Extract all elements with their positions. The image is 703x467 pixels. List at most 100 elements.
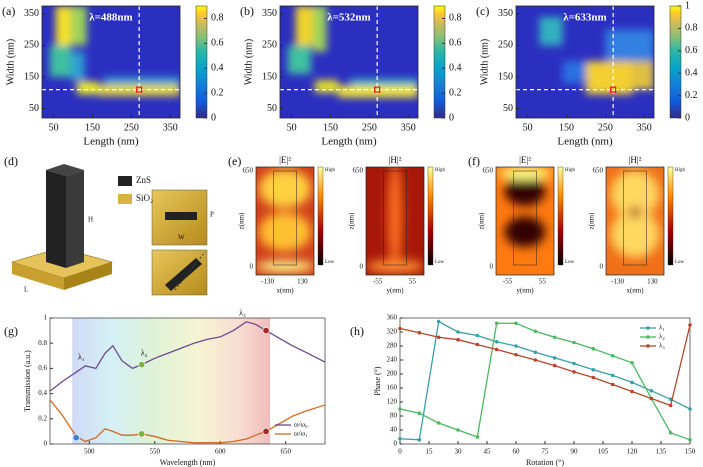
- data-point: [552, 363, 557, 368]
- x-tick-label: 135: [656, 448, 667, 456]
- map-title: |H|²: [629, 155, 642, 165]
- legend-marker: [646, 335, 650, 339]
- colorbar-tick-label: 0.6: [685, 45, 698, 56]
- y-tick-label: 1: [44, 314, 48, 322]
- data-point: [475, 435, 480, 439]
- heatmap-cell: [314, 80, 339, 93]
- heatmap-cell: [585, 61, 633, 95]
- colorbar-tick-label: 0: [211, 112, 216, 123]
- x-axis-label: Rotation (°): [526, 458, 564, 467]
- marker: [610, 86, 617, 93]
- data-point: [591, 347, 596, 351]
- data-point: [533, 358, 538, 362]
- heatmap-cell: [71, 6, 87, 46]
- x-tick-label: 50: [49, 122, 59, 133]
- z-tick-label: 650: [353, 167, 364, 175]
- data-point: [494, 340, 499, 344]
- structure-outline: [513, 170, 537, 266]
- map-title: |E|²: [279, 155, 291, 165]
- colorbar-tick-label: 0: [449, 112, 454, 123]
- data-point: [630, 380, 634, 385]
- colorbar: [317, 166, 324, 266]
- panel-label: (g): [4, 324, 18, 338]
- colorbar-tick-label: 0.6: [211, 38, 224, 49]
- heatmap-cell: [313, 6, 327, 52]
- z-tick-label: 650: [483, 167, 494, 175]
- y-tick-label: 0: [44, 440, 48, 448]
- x-tick-label: 150: [85, 122, 100, 133]
- data-point: [610, 382, 615, 387]
- data-point: [688, 438, 692, 442]
- data-point: [494, 321, 499, 326]
- legend-marker: [646, 326, 650, 330]
- data-point: [533, 350, 538, 355]
- data-point: [591, 375, 596, 380]
- data-point: [533, 329, 538, 334]
- y-tick-label: 350: [24, 8, 39, 19]
- data-point: [417, 438, 422, 442]
- plot-frame: [41, 5, 181, 119]
- colorbar: [669, 5, 682, 119]
- heatmap-cell: [562, 61, 586, 84]
- y-tick-label: 40: [390, 426, 398, 434]
- z-tick-label: 0: [250, 263, 254, 271]
- highlight-point: [262, 327, 270, 335]
- x-tick-label: -55: [503, 278, 513, 286]
- colorbar-tick-label: 0.2: [449, 87, 462, 98]
- panel-label: (a): [2, 4, 15, 18]
- field-map: [606, 167, 664, 275]
- field-blobs: [366, 167, 424, 273]
- field-lobe: [629, 206, 641, 218]
- y-tick-label: 350: [262, 8, 277, 19]
- y-tick-label: 50: [503, 103, 513, 114]
- series-line: [399, 322, 691, 441]
- data-point: [398, 407, 402, 411]
- x-tick-label: 130: [297, 278, 308, 286]
- heatmap-title: λ=532nm: [327, 12, 370, 24]
- dimension-label: L: [24, 286, 28, 294]
- z-tick-label: 0: [490, 263, 494, 271]
- highlight-point: [138, 430, 146, 438]
- legend-marker: [646, 344, 650, 348]
- heatmap-cell: [349, 78, 418, 86]
- heatmap-blobs: [539, 17, 654, 95]
- y-tick-label: 320: [387, 328, 398, 336]
- x-tick-label: 120: [627, 448, 638, 456]
- data-point: [630, 389, 634, 394]
- y-axis-label: Width (nm): [479, 39, 490, 86]
- series-line: [399, 324, 691, 407]
- x-axis-label: Length (nm): [83, 136, 139, 148]
- x-axis-label: y(nm): [516, 287, 534, 295]
- plot-frame: [365, 166, 425, 276]
- heatmap-cell: [295, 6, 314, 46]
- colorbar: [557, 166, 564, 266]
- legend-label: SiO₂: [136, 193, 153, 203]
- colorbar-tick-label: 0.8: [685, 23, 698, 34]
- highlight-point: [262, 427, 270, 435]
- x-tick-label: -130: [611, 278, 624, 286]
- panel-label: (b): [240, 4, 254, 18]
- field-map: [366, 167, 424, 275]
- y-tick-label: 0.8: [38, 339, 47, 347]
- field-lobe: [388, 167, 402, 270]
- field-blobs: [256, 169, 314, 272]
- data-point: [475, 333, 480, 338]
- x-axis-label: Wavelength (nm): [160, 458, 216, 467]
- spectrum-band: [72, 318, 271, 444]
- x-tick-label: 15: [426, 448, 434, 456]
- panel-label: (e): [228, 154, 241, 168]
- x-tick-label: 50: [523, 122, 533, 133]
- data-point: [417, 330, 422, 335]
- x-axis-label: x(nm): [276, 287, 294, 295]
- data-point: [436, 319, 441, 324]
- x-tick-label: 105: [598, 448, 609, 456]
- field-lobe: [258, 169, 312, 209]
- data-point: [649, 396, 654, 401]
- field-lobe: [498, 167, 552, 180]
- x-tick-label: 500: [84, 448, 95, 456]
- colorbar-tick-label: 0.4: [685, 67, 698, 78]
- field-map: [256, 167, 314, 275]
- field-map: [496, 167, 554, 275]
- colorbar-tick-label: 0: [685, 112, 690, 123]
